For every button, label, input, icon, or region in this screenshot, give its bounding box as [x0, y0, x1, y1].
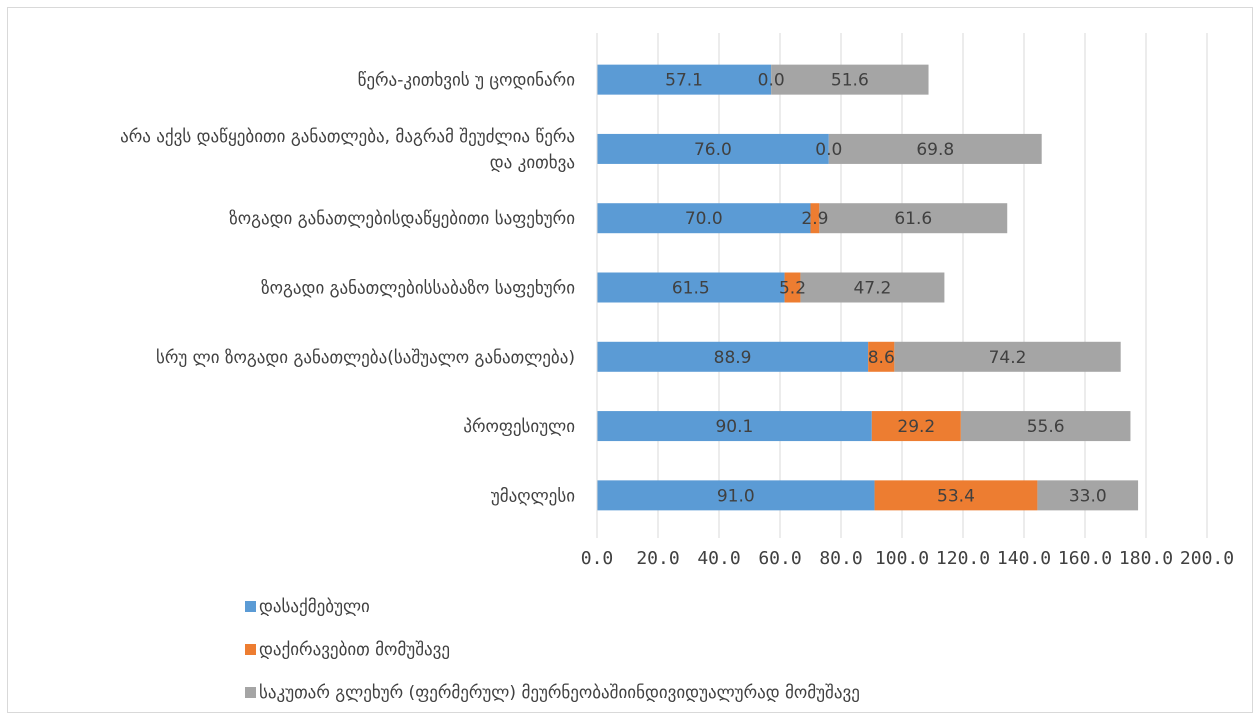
- data-label-series3-row4: 47.2: [853, 279, 891, 299]
- data-label-series2-row7: 53.4: [937, 486, 975, 506]
- category-label-row5: სრუ ლი ზოგადი განათლება(საშუალო განათლებ…: [156, 348, 575, 368]
- data-label-series1-row2: 76.0: [694, 140, 732, 160]
- data-label-series2-row6: 29.2: [897, 417, 935, 437]
- data-label-series3-row7: 33.0: [1069, 486, 1107, 506]
- bar-series3-row3: [819, 203, 1008, 234]
- data-label-series2-row1: 0.0: [758, 71, 785, 91]
- category-label-row1: წერა-კითხვის უ ცოდინარი: [358, 71, 575, 91]
- bar-series2-row3: [810, 203, 820, 234]
- data-label-series3-row1: 51.6: [831, 71, 869, 91]
- bars: [597, 64, 1139, 511]
- data-label-series1-row7: 91.0: [717, 486, 755, 506]
- bar-series1-row1: [597, 64, 772, 95]
- x-tick-label: 200.0: [1180, 548, 1234, 569]
- x-tick-label: 20.0: [636, 548, 679, 569]
- bar-series1-row2: [597, 133, 829, 164]
- data-label-series1-row1: 57.1: [665, 71, 703, 91]
- bar-series3-row7: [1037, 480, 1139, 511]
- data-label-series1-row6: 90.1: [715, 417, 753, 437]
- data-label-series1-row5: 88.9: [714, 348, 752, 368]
- legend-swatch-series1: [245, 601, 256, 612]
- data-labels: 57.1 0.0 51.6 76.0 0.0 69.8 70.0 2.9 61.6 61.5 5.2…: [665, 71, 1107, 507]
- bar-series1-row5: [597, 341, 869, 372]
- x-tick-label: 60.0: [758, 548, 801, 569]
- x-tick-label: 40.0: [697, 548, 740, 569]
- x-tick-label: 160.0: [1058, 548, 1112, 569]
- legend: დასაქმებული დაქირავებით მომუშავე საკუთარ გ…: [245, 597, 860, 703]
- data-label-series2-row5: 8.6: [868, 348, 895, 368]
- bar-series1-row7: [597, 480, 875, 511]
- bar-series2-row4: [784, 272, 801, 303]
- x-tick-label: 80.0: [819, 548, 862, 569]
- x-tick-label: 180.0: [1119, 548, 1173, 569]
- bar-series1-row4: [597, 272, 785, 303]
- legend-label-series1: დასაქმებული: [259, 597, 370, 617]
- data-label-series3-row2: 69.8: [916, 140, 954, 160]
- category-labels: წერა-კითხვის უ ცოდინარი არა აქვს დაწყებით…: [120, 71, 575, 507]
- data-label-series1-row4: 61.5: [672, 279, 710, 299]
- x-tick-label: 0.0: [581, 548, 614, 569]
- bar-series3-row2: [828, 133, 1042, 164]
- bar-series2-row5: [868, 341, 895, 372]
- bar-series1-row6: [597, 411, 872, 442]
- bar-series3-row4: [800, 272, 945, 303]
- bar-series2-row7: [874, 480, 1038, 511]
- data-label-series1-row3: 70.0: [685, 209, 723, 229]
- x-tick-label: 140.0: [997, 548, 1051, 569]
- legend-label-series2: დაქირავებით მომუშავე: [259, 640, 450, 660]
- category-label-row2-line2: და კითხვა: [490, 153, 575, 173]
- category-label-row7: უმაღლესი: [491, 486, 575, 506]
- legend-swatch-series2: [245, 644, 256, 655]
- category-label-row3: ზოგადი განათლებისდაწყებითი საფეხური: [229, 209, 575, 229]
- bar-series3-row5: [894, 341, 1121, 372]
- legend-swatch-series3: [245, 687, 256, 698]
- data-label-series2-row2: 0.0: [815, 140, 842, 160]
- bar-series3-row1: [771, 64, 929, 95]
- x-tick-label: 120.0: [936, 548, 990, 569]
- data-label-series3-row5: 74.2: [989, 348, 1027, 368]
- bar-series2-row6: [871, 411, 961, 442]
- category-label-row2-line1: არა აქვს დაწყებითი განათლება, მაგრამ შეუ…: [120, 127, 575, 147]
- x-tick-label: 100.0: [875, 548, 929, 569]
- category-label-row4: ზოგადი განათლებისსაბაზო საფეხური: [261, 279, 575, 299]
- x-tick-labels: 0.0 20.0 40.0 60.0 80.0 100.0 120.0 140.0 160.0 1…: [581, 548, 1234, 569]
- category-label-row6: პროფესიული: [463, 417, 575, 437]
- legend-label-series3: საკუთარ გლეხურ (ფერმერულ) მეურნეობაშიინდ…: [259, 683, 860, 703]
- bar-series1-row3: [597, 203, 811, 234]
- data-label-series3-row6: 55.6: [1027, 417, 1065, 437]
- data-label-series3-row3: 61.6: [894, 209, 932, 229]
- bar-series3-row6: [960, 411, 1131, 442]
- data-label-series2-row3: 2.9: [801, 209, 828, 229]
- data-label-series2-row4: 5.2: [779, 279, 806, 299]
